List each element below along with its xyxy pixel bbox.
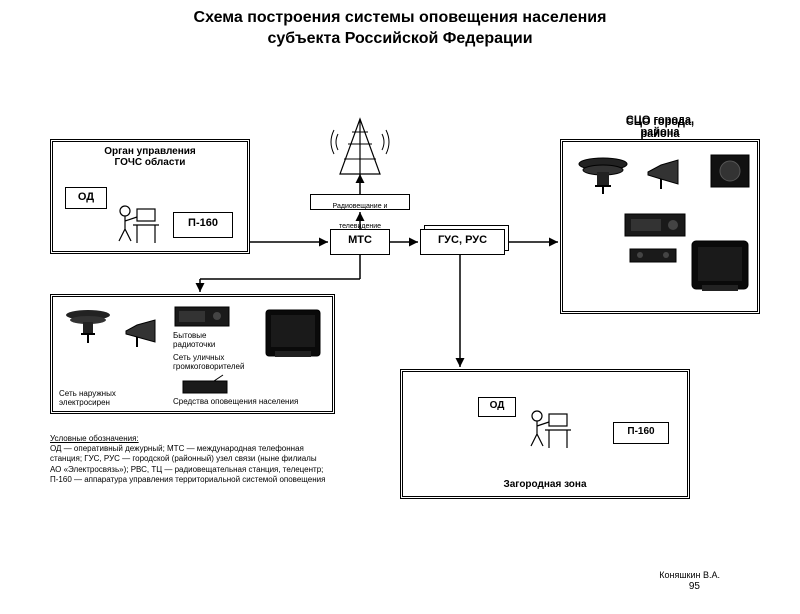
legend-title: Условные обозначения:: [50, 434, 139, 443]
page-number: 95: [689, 581, 700, 592]
od2-label: ОД: [479, 398, 515, 411]
author-label: Коняшкин В.А.: [659, 570, 720, 580]
suburb-block: ОД П-160 Загородная зона: [400, 369, 690, 499]
siren-icon: [573, 152, 633, 197]
mts-box: МТС: [330, 229, 390, 255]
radio-pt-label: Бытовые радиоточки: [173, 331, 215, 349]
mts-label: МТС: [331, 230, 389, 246]
radio2-icon: [173, 305, 231, 329]
suburb-label: Загородная зона: [403, 479, 687, 490]
gus-label: ГУС, РУС: [421, 230, 504, 246]
antenna-icon: [330, 114, 390, 194]
page-title: Схема построения системы оповещения насе…: [0, 0, 800, 54]
small-receiver-icon: [628, 247, 678, 265]
radio-tv-label: Радиовещание и телевидение: [333, 203, 388, 230]
p160-1-box: П-160: [173, 212, 233, 238]
title-line1: Схема построения системы оповещения насе…: [194, 9, 607, 26]
tv2-icon: [263, 307, 325, 363]
gochs-block: Орган управления ГОЧС области ОД П-160: [50, 139, 250, 254]
portable-radio-icon: [181, 373, 231, 395]
radio-tv-box: Радиовещание и телевидение: [310, 194, 410, 210]
legend-block: Условные обозначения: ОД — оперативный д…: [50, 434, 330, 486]
p160-2-label: П-160: [614, 423, 668, 437]
siren-label: Сеть наружных электросирен: [59, 389, 116, 407]
speakers-label: Сеть уличных громкоговорителей: [173, 353, 244, 371]
means-block: Сеть наружных электросирен Бытовые радио…: [50, 294, 335, 414]
radio-receiver-icon: [623, 212, 688, 240]
sco-title-abs: СЦО города, района: [560, 116, 760, 140]
gochs-title: Орган управления ГОЧС области: [53, 146, 247, 168]
od2-box: ОД: [478, 397, 516, 417]
tv-icon: [688, 237, 753, 297]
diagram-area: Орган управления ГОЧС области ОД П-160 Р…: [0, 54, 800, 614]
operator2-icon: [523, 402, 573, 452]
od1-box: ОД: [65, 187, 107, 209]
sco-block: СЦО города, района: [560, 139, 760, 314]
p160-2-box: П-160: [613, 422, 669, 444]
horn2-icon: [123, 317, 161, 349]
siren2-icon: [61, 305, 116, 347]
speaker-box-icon: [708, 152, 753, 192]
od1-label: ОД: [66, 188, 106, 203]
operator-icon: [111, 197, 161, 247]
title-line2: субъекта Российской Федерации: [267, 30, 532, 47]
tv-means-label: Средства оповещения населения: [173, 397, 298, 406]
gus-box: ГУС, РУС: [420, 229, 505, 255]
p160-1-label: П-160: [174, 213, 232, 229]
legend-text: ОД — оперативный дежурный; МТС — междуна…: [50, 444, 325, 484]
horn-icon: [643, 157, 683, 192]
